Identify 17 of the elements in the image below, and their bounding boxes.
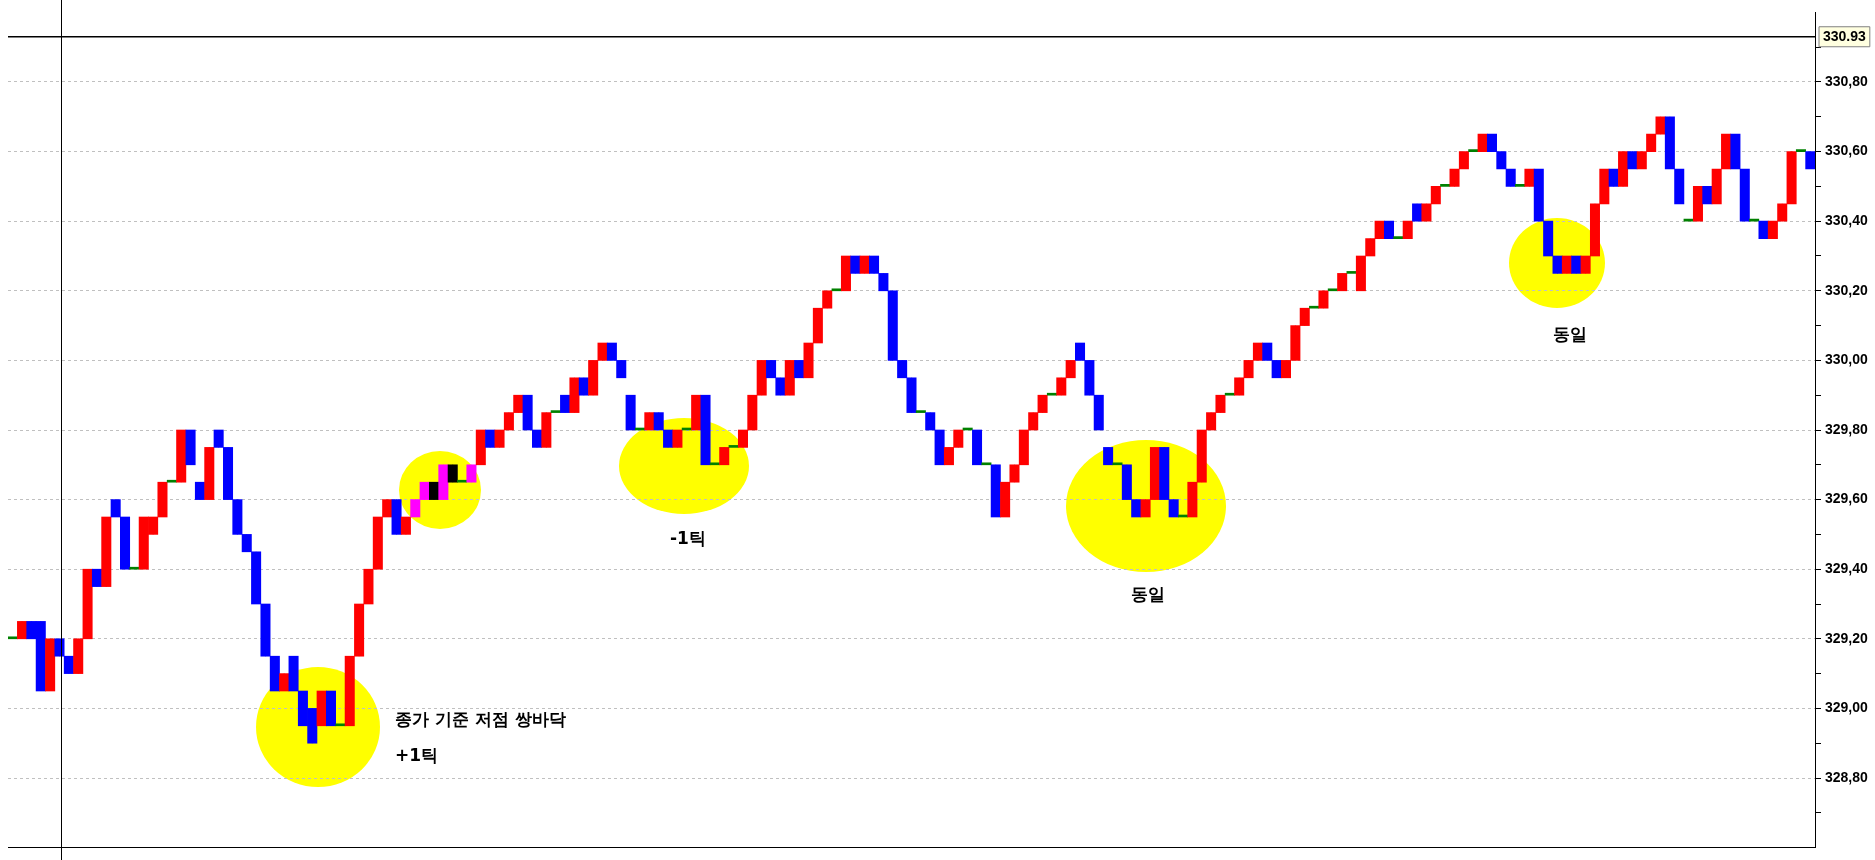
annotation: 종가 기준 저점 쌍바닥: [395, 709, 566, 730]
y-tick-label: 330,20: [1825, 281, 1869, 298]
y-tick-label: 328,80: [1825, 768, 1869, 785]
y-tick-label: 329,00: [1825, 699, 1869, 716]
y-tick-label: 329,20: [1825, 629, 1869, 646]
ref-line-label: 330.93: [1823, 27, 1867, 44]
annotation: 동일: [1131, 584, 1165, 605]
y-tick-label: 330,40: [1825, 212, 1869, 229]
annotation: 동일: [1553, 324, 1587, 345]
y-tick-label: 329,80: [1825, 420, 1869, 437]
annotation: +1틱: [395, 745, 439, 766]
y-tick-label: 330,00: [1825, 351, 1869, 368]
y-tick-label: 330,60: [1825, 142, 1869, 159]
y-tick-label: 329,40: [1825, 560, 1869, 577]
annotation: -1틱: [670, 528, 706, 549]
y-tick-label: 329,60: [1825, 490, 1869, 507]
y-tick-label: 330,80: [1825, 72, 1869, 89]
